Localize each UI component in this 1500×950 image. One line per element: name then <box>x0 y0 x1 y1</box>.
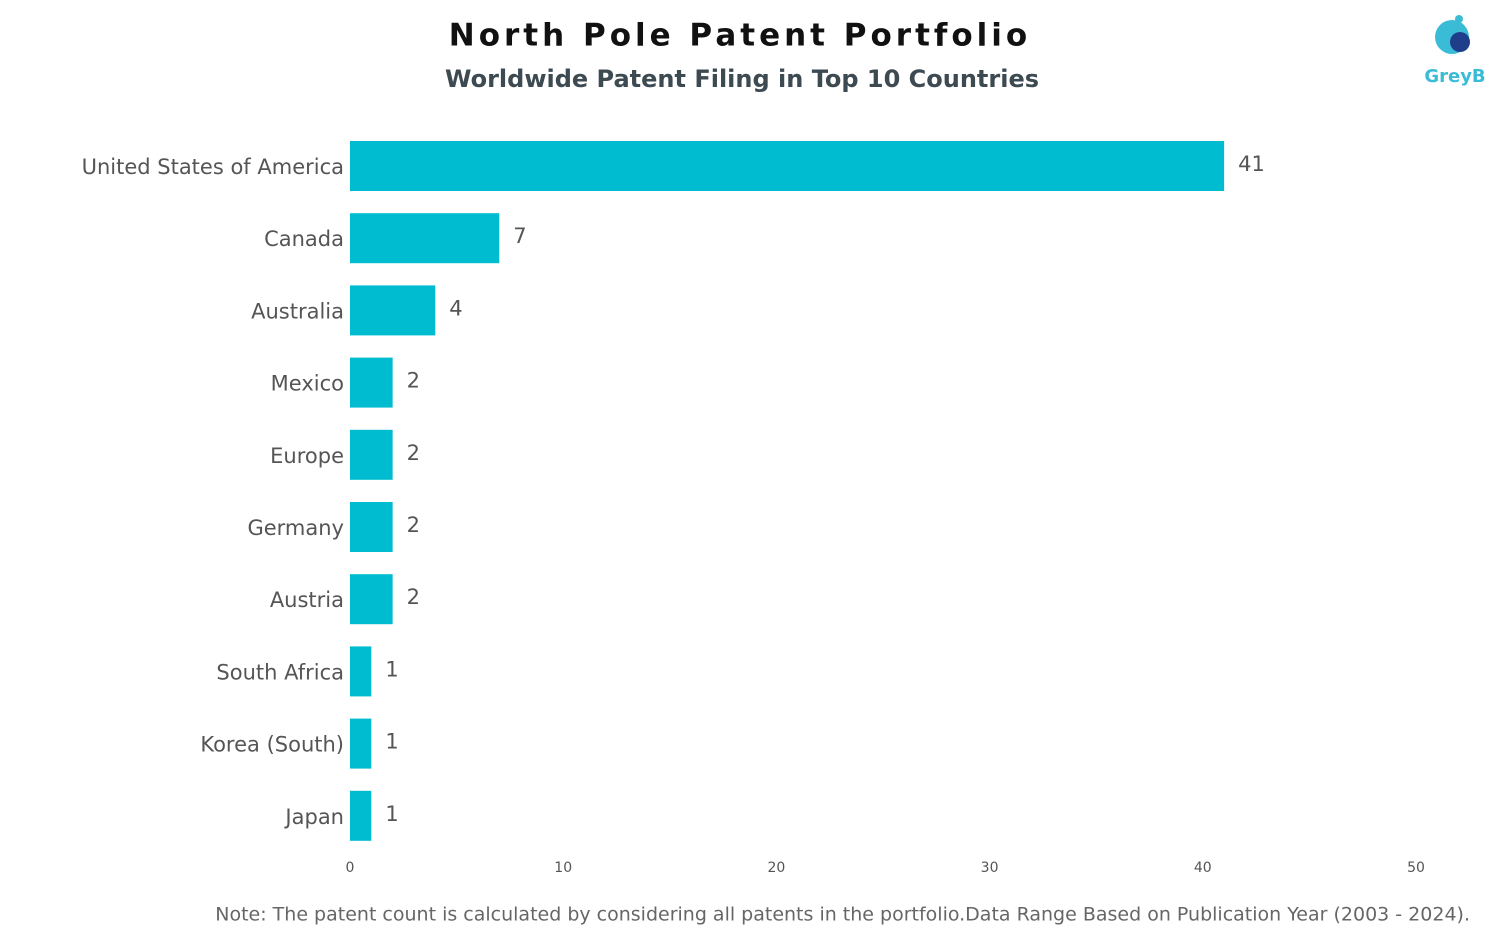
data-label: 4 <box>449 296 462 320</box>
y-tick-label: Mexico <box>271 372 344 396</box>
y-tick-label: Japan <box>283 805 344 829</box>
chart-subtitle: Worldwide Patent Filing in Top 10 Countr… <box>445 65 1039 93</box>
chart-title: North Pole Patent Portfolio <box>449 18 1031 54</box>
data-label: 1 <box>385 730 398 754</box>
logo: GreyB <box>1424 15 1485 87</box>
bar <box>350 719 371 769</box>
bar <box>350 213 499 263</box>
data-label: 41 <box>1238 152 1265 176</box>
y-tick-label: Europe <box>270 444 344 468</box>
note: Note: The patent count is calculated by … <box>215 904 1470 926</box>
bar <box>350 574 393 624</box>
data-label: 2 <box>407 369 420 393</box>
data-label: 2 <box>407 441 420 465</box>
bar <box>350 141 1224 191</box>
x-tick-label: 40 <box>1194 860 1212 876</box>
x-tick-label: 0 <box>346 860 355 876</box>
data-label: 1 <box>385 802 398 826</box>
y-tick-label: Canada <box>264 227 344 251</box>
data-label: 2 <box>407 513 420 537</box>
logo-text: GreyB <box>1424 66 1485 87</box>
bar <box>350 358 393 408</box>
x-tick-label: 10 <box>554 860 572 876</box>
logo-dot <box>1455 15 1463 23</box>
bar <box>350 791 371 841</box>
y-tick-label: United States of America <box>82 155 344 179</box>
x-tick-label: 20 <box>767 860 785 876</box>
bar <box>350 285 435 335</box>
bar <box>350 502 393 552</box>
y-tick-label: Austria <box>270 588 344 612</box>
y-tick-label: Korea (South) <box>200 733 344 757</box>
bar <box>350 646 371 696</box>
y-tick-label: Australia <box>251 299 344 323</box>
data-label: 2 <box>407 585 420 609</box>
data-label: 1 <box>385 657 398 681</box>
y-tick-label: Germany <box>247 516 344 540</box>
x-tick-label: 30 <box>981 860 999 876</box>
data-label: 7 <box>513 224 526 248</box>
x-tick-label: 50 <box>1407 860 1425 876</box>
bar <box>350 430 393 480</box>
logo-circle-inner <box>1450 32 1470 52</box>
y-tick-label: South Africa <box>216 660 344 684</box>
